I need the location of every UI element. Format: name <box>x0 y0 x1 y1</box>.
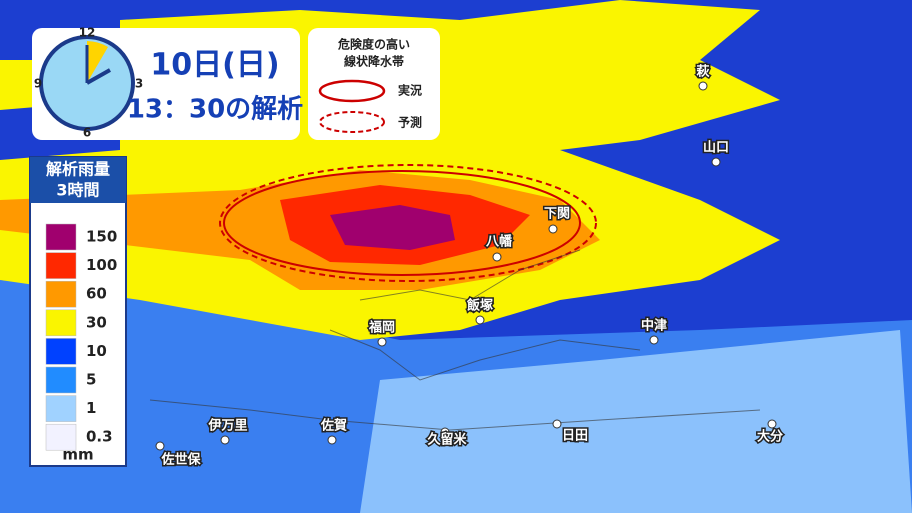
legend-label: 5 <box>86 371 96 389</box>
city-label: 日田 <box>562 429 588 444</box>
city-label: 山口 <box>703 140 729 156</box>
city-dot <box>649 335 659 345</box>
city-dot <box>155 441 165 451</box>
legend-swatch <box>45 309 77 337</box>
observed-band <box>223 170 581 276</box>
legend-swatch <box>45 423 77 451</box>
city-label: 佐賀 <box>320 418 347 434</box>
city-dot <box>377 337 387 347</box>
rain-area-1 <box>360 330 912 513</box>
rain-legend-items: 150 100 60 30 10 5 1 0.3 <box>45 223 117 451</box>
clock-number: 12 <box>79 26 96 40</box>
forecast-symbol <box>319 111 385 133</box>
city-label: 伊万里 <box>207 418 247 434</box>
city-label: 八幡 <box>485 234 512 250</box>
legend-label: 0.3 <box>86 428 113 446</box>
rain-legend-panel <box>29 156 127 467</box>
analysis-time: 13：30の解析 <box>127 95 303 125</box>
forecast-label: 予測 <box>398 115 422 130</box>
legend-swatch <box>45 338 77 365</box>
legend-label: 100 <box>86 256 117 274</box>
city-dot <box>548 224 558 234</box>
city-label: 大分 <box>757 429 783 445</box>
band-legend-title: 危険度の高い <box>337 37 410 52</box>
legend-label: 60 <box>86 285 107 303</box>
city-dot <box>475 315 485 325</box>
city-dot <box>492 252 502 262</box>
rain-legend-unit: mm <box>62 446 93 464</box>
legend-swatch <box>45 366 77 394</box>
legend-label: 10 <box>86 342 107 360</box>
legend-label: 30 <box>86 313 107 331</box>
legend-label: 150 <box>86 228 117 246</box>
clock-number: 9 <box>34 77 42 91</box>
city-label: 中津 <box>641 318 667 334</box>
forecast-band <box>219 164 597 282</box>
city-label: 萩 <box>695 64 709 80</box>
city-dot <box>711 157 721 167</box>
clock-number: 3 <box>135 77 143 91</box>
clock-sector <box>87 41 108 83</box>
legend-swatch <box>45 395 77 422</box>
rain-legend-title: 3時間 <box>56 181 99 200</box>
coastline <box>149 249 761 431</box>
city-dot <box>440 427 450 437</box>
rain-area-150 <box>330 205 455 250</box>
date: 10日(日) <box>150 48 279 83</box>
band-legend-title: 線状降水帯 <box>344 54 404 69</box>
city-dot <box>220 435 230 445</box>
city-label: 佐世保 <box>160 452 201 468</box>
city-label: 下関 <box>544 207 570 222</box>
hour-hand <box>86 68 111 85</box>
legend-swatch <box>45 252 77 279</box>
rain-legend-title: 解析雨量 <box>46 160 110 179</box>
city-label: 久留米 <box>427 432 467 448</box>
legend-swatch <box>45 223 77 251</box>
observed-symbol <box>318 79 386 103</box>
clock-number: 6 <box>83 126 91 140</box>
city-label: 飯塚 <box>466 298 493 314</box>
observed-label: 実況 <box>398 83 422 98</box>
legend-label: 1 <box>86 399 96 417</box>
city-dot <box>698 81 708 91</box>
city-dot <box>552 419 562 429</box>
rain-legend-header <box>30 157 126 203</box>
legend-swatch <box>45 280 77 308</box>
city-label: 福岡 <box>368 320 395 336</box>
city-dot <box>327 435 337 445</box>
city-dot <box>767 419 777 429</box>
